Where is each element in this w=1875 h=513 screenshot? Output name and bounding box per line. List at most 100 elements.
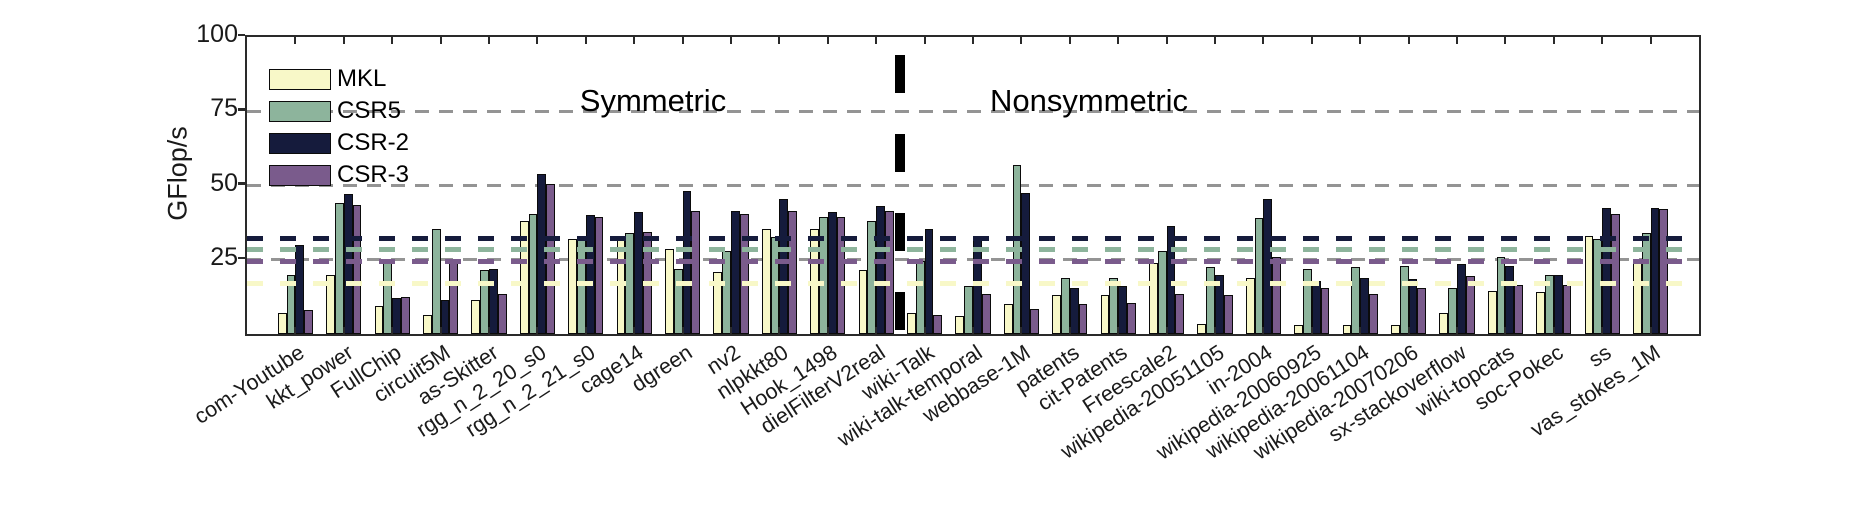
bar-CSR-3-Hook_1498: [836, 216, 846, 334]
bar-CSR-2-sx-stackoverflow: [1457, 264, 1466, 334]
x-tick-top-wiki-talk-temporal: [972, 37, 974, 44]
bar-CSR-2-wikipedia-20060925: [1311, 280, 1321, 334]
x-tick-top-ss: [1601, 37, 1604, 44]
bar-MKL-Freescale2: [1149, 262, 1158, 334]
bar-chart-figure: GFlop/s Symmetric Nonsymmetric MKL CSR5 CS…: [162, 20, 1701, 465]
x-tick-top-soc-Pokec: [1552, 37, 1555, 44]
bar-MKL-patents: [1052, 295, 1061, 334]
bar-CSR5-FullChip: [383, 259, 393, 334]
legend: MKL CSR5 CSR-2 CSR-3: [269, 63, 409, 191]
bar-CSR-2-as-Skitter: [489, 268, 498, 334]
x-tick-bottom-wikipedia-20051105: [1214, 327, 1216, 334]
bar-CSR-3-dielFilterV2real: [885, 210, 894, 334]
x-tick-bottom-wikipedia-20061104: [1359, 327, 1362, 334]
x-tick-top-Hook_1498: [826, 37, 829, 44]
bar-CSR-3-sx-stackoverflow: [1465, 276, 1475, 334]
x-tick-top-wiki-Talk: [923, 37, 926, 44]
x-tick-top-webbase-1M: [1020, 37, 1023, 44]
x-tick-top-rgg_n_2_21_s0: [584, 37, 587, 44]
bar-CSR-3-patents: [1078, 304, 1088, 334]
bar-MKL-rgg_n_2_20_s0: [519, 221, 529, 334]
bar-CSR-3-wikipedia-20051105: [1223, 295, 1233, 334]
bar-CSR-3-dgreen: [691, 210, 701, 334]
bar-CSR-2-in-2004: [1263, 198, 1273, 334]
x-tick-bottom-wikipedia-20070206: [1407, 327, 1410, 334]
bar-CSR5-wikipedia-20070206: [1399, 265, 1409, 334]
bar-MKL-dielFilterV2real: [858, 270, 868, 334]
y-tick-label-50: 50: [210, 168, 238, 197]
bar-CSR5-wiki-topcats: [1496, 256, 1506, 334]
y-tick-75: [238, 108, 245, 111]
mean-line-CSR-3: [247, 258, 1699, 264]
legend-label-CSR-2: CSR-2: [337, 129, 410, 156]
plot-area: Symmetric Nonsymmetric MKL CSR5 CSR-2 CSR-3: [245, 35, 1701, 336]
bar-CSR-2-wikipedia-20051105: [1215, 274, 1224, 334]
x-tick-top-dgreen: [681, 37, 684, 44]
x-tick-bottom-kkt_power: [342, 327, 345, 334]
legend-swatch-CSR-2: [269, 132, 331, 154]
bar-CSR-3-kkt_power: [352, 204, 362, 334]
bar-CSR5-dgreen: [673, 268, 683, 334]
section-label-symmetric: Symmetric: [579, 83, 727, 118]
section-label-nonsymmetric: Nonsymmetric: [989, 83, 1189, 118]
legend-label-MKL: MKL: [337, 65, 387, 92]
bar-CSR5-wikipedia-20060925: [1303, 268, 1312, 334]
bar-MKL-kkt_power: [326, 274, 335, 334]
x-tick-bottom-nlpkkt80: [778, 327, 781, 334]
bar-CSR-3-wikipedia-20070206: [1417, 287, 1427, 334]
x-tick-bottom-dielFilterV2real: [875, 327, 878, 334]
bar-MKL-wiki-Talk: [907, 313, 916, 334]
x-tick-bottom-rgg_n_2_21_s0: [584, 327, 587, 334]
bar-CSR5-soc-Pokec: [1545, 274, 1554, 334]
x-tick-bottom-nv2: [730, 327, 732, 334]
x-tick-bottom-circuit5M: [439, 327, 442, 334]
x-tick-top-in-2004: [1262, 37, 1265, 44]
bar-CSR5-in-2004: [1254, 218, 1264, 334]
mean-line-MKL: [247, 281, 1699, 286]
bar-CSR-3-wikipedia-20060925: [1320, 287, 1330, 334]
section-separator-dashed-line: [895, 55, 906, 334]
x-tick-top-as-Skitter: [488, 37, 490, 44]
bar-MKL-sx-stackoverflow: [1439, 313, 1449, 334]
x-tick-bottom-soc-Pokec: [1552, 327, 1555, 334]
bar-CSR5-com-Youtube: [286, 274, 296, 334]
x-tick-top-cit-Patents: [1117, 37, 1120, 44]
x-tick-top-rgg_n_2_20_s0: [536, 37, 539, 44]
bar-CSR-3-webbase-1M: [1030, 308, 1039, 334]
legend-item-CSR-3: CSR-3: [269, 159, 409, 191]
bar-MKL-wiki-topcats: [1487, 290, 1497, 334]
x-tick-bottom-webbase-1M: [1020, 327, 1023, 334]
bar-CSR-3-as-Skitter: [497, 293, 507, 334]
x-tick-top-com-Youtube: [294, 37, 297, 44]
x-tick-bottom-dgreen: [681, 327, 684, 334]
x-tick-top-dielFilterV2real: [875, 37, 878, 44]
bar-CSR5-as-Skitter: [480, 270, 489, 334]
y-tick-label-100: 100: [196, 20, 238, 48]
x-tick-bottom-wiki-talk-temporal: [972, 327, 974, 334]
y-tick-100: [238, 33, 245, 37]
bar-CSR-2-soc-Pokec: [1553, 274, 1563, 334]
bar-MKL-circuit5M: [423, 314, 432, 334]
bar-CSR5-rgg_n_2_20_s0: [528, 213, 538, 334]
gridline-75: [247, 109, 1699, 113]
x-tick-bottom-cit-Patents: [1117, 327, 1120, 334]
bar-MKL-as-Skitter: [471, 299, 481, 334]
x-tick-bottom-vas_stokes_1M: [1649, 327, 1652, 334]
legend-swatch-MKL: [269, 68, 331, 90]
legend-item-CSR-2: CSR-2: [269, 127, 409, 159]
bar-CSR-3-in-2004: [1272, 256, 1281, 334]
bar-CSR-3-vas_stokes_1M: [1659, 209, 1669, 334]
bar-CSR-2-circuit5M: [440, 299, 450, 334]
bar-CSR-3-wiki-Talk: [933, 314, 943, 334]
bar-CSR-2-cit-Patents: [1118, 286, 1127, 334]
bar-CSR5-ss: [1593, 238, 1603, 334]
bar-CSR5-cit-Patents: [1109, 277, 1119, 334]
bar-MKL-nv2: [713, 271, 723, 334]
bar-CSR-3-wiki-talk-temporal: [981, 293, 991, 334]
bar-CSR-2-vas_stokes_1M: [1650, 207, 1660, 334]
bar-CSR-2-rgg_n_2_20_s0: [537, 173, 547, 334]
x-tick-top-patents: [1068, 37, 1071, 44]
x-tick-bottom-com-Youtube: [294, 327, 297, 334]
x-tick-bottom-patents: [1068, 327, 1071, 334]
x-tick-bottom-wikipedia-20060925: [1310, 327, 1313, 334]
